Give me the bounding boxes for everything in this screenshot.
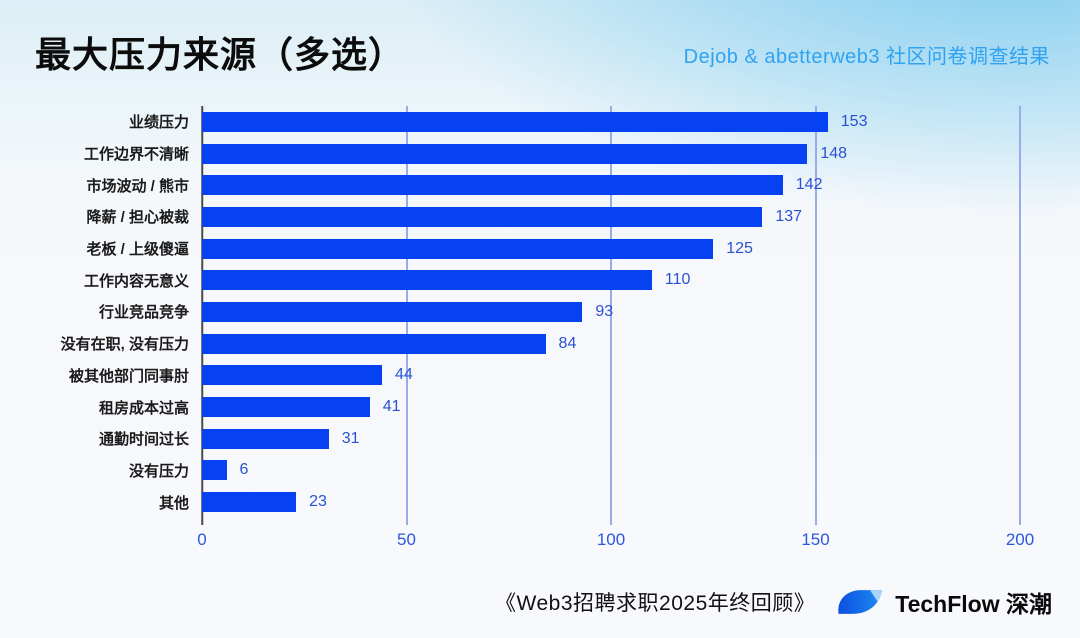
chart-row: 没有压力 6 bbox=[30, 455, 1020, 487]
value-label: 84 bbox=[558, 334, 577, 352]
bar bbox=[202, 428, 329, 449]
chart-row: 其他 23 bbox=[30, 486, 1020, 518]
value-label: 93 bbox=[595, 302, 614, 320]
x-tick-label: 200 bbox=[1005, 530, 1035, 549]
bar-track: 23 bbox=[202, 492, 1020, 513]
category-label: 老板 / 上级傻逼 bbox=[86, 241, 189, 259]
report-title: 《Web3招聘求职2025年终回顾》 bbox=[495, 592, 816, 615]
category-label: 工作内容无意义 bbox=[83, 272, 189, 290]
bar-track: 31 bbox=[202, 428, 1020, 449]
bar-track: 110 bbox=[202, 270, 1020, 291]
category-label: 市场波动 / 熊市 bbox=[86, 177, 189, 195]
bar-track: 137 bbox=[202, 206, 1020, 227]
value-label: 153 bbox=[840, 112, 868, 130]
chart-row: 降薪 / 担心被裁 137 bbox=[30, 201, 1020, 233]
x-tick-label: 0 bbox=[197, 530, 207, 549]
bar bbox=[202, 111, 828, 132]
pressure-sources-bar-chart: 业绩压力 153 工作边界不清晰 148 市场波动 / 熊市 142 降薪 / 担心被裁 13… bbox=[30, 106, 1021, 525]
bar-track: 84 bbox=[202, 333, 1020, 354]
value-label: 31 bbox=[341, 429, 360, 447]
value-label: 44 bbox=[394, 366, 413, 384]
techflow-leaf-logo-icon bbox=[838, 590, 883, 614]
bar bbox=[202, 206, 763, 227]
bar bbox=[202, 270, 652, 291]
value-label: 110 bbox=[664, 271, 691, 289]
bar bbox=[202, 301, 583, 322]
bar-track: 41 bbox=[202, 397, 1020, 418]
category-label: 通勤时间过长 bbox=[98, 431, 189, 449]
x-tick-label: 150 bbox=[801, 530, 830, 549]
gridline-150 bbox=[814, 106, 817, 525]
category-label: 没有在职, 没有压力 bbox=[60, 336, 189, 354]
chart-row: 业绩压力 153 bbox=[30, 106, 1020, 138]
value-label: 125 bbox=[726, 239, 753, 257]
category-label: 工作边界不清晰 bbox=[83, 146, 189, 164]
bar-track: 44 bbox=[202, 365, 1020, 386]
footer: 《Web3招聘求职2025年终回顾》 TechFlow 深潮 bbox=[495, 583, 1052, 621]
brand-name: TechFlow 深潮 bbox=[895, 591, 1052, 617]
bar bbox=[202, 333, 546, 354]
value-label: 142 bbox=[795, 176, 823, 194]
value-label: 23 bbox=[309, 493, 327, 511]
bar-track: 148 bbox=[202, 143, 1020, 164]
chart-row: 老板 / 上级傻逼 125 bbox=[30, 233, 1020, 265]
x-axis: 0 50 100 150 200 bbox=[197, 530, 1034, 554]
chart-row: 被其他部门同事肘 44 bbox=[30, 360, 1020, 392]
x-tick-label: 100 bbox=[596, 530, 626, 549]
chart-row: 行业竞品竞争 93 bbox=[30, 296, 1020, 328]
bar-track: 93 bbox=[202, 301, 1020, 322]
value-label: 137 bbox=[775, 207, 803, 225]
category-label: 行业竞品竞争 bbox=[98, 304, 189, 322]
category-label: 没有压力 bbox=[128, 462, 189, 480]
bar-track: 142 bbox=[202, 175, 1020, 196]
chart-row: 租房成本过高 41 bbox=[30, 391, 1020, 423]
bar-track: 153 bbox=[202, 111, 1020, 132]
bar-track: 125 bbox=[202, 238, 1020, 259]
category-label: 租房成本过高 bbox=[98, 399, 189, 417]
bar bbox=[202, 143, 808, 164]
chart-rows: 业绩压力 153 工作边界不清晰 148 市场波动 / 熊市 142 降薪 / 担心被裁 13… bbox=[30, 106, 1020, 518]
category-label: 降薪 / 担心被裁 bbox=[86, 209, 189, 227]
bar bbox=[202, 492, 297, 513]
chart-row: 工作边界不清晰 148 bbox=[30, 138, 1020, 170]
bar-track: 6 bbox=[202, 460, 1020, 481]
chart-row: 通勤时间过长 31 bbox=[30, 423, 1020, 455]
value-label: 148 bbox=[820, 144, 848, 162]
gridline-100 bbox=[610, 106, 612, 525]
bar bbox=[202, 238, 714, 259]
category-label: 被其他部门同事肘 bbox=[68, 367, 189, 385]
value-label: 41 bbox=[382, 398, 401, 416]
gridline-200 bbox=[1019, 106, 1021, 525]
bar bbox=[202, 460, 227, 481]
category-label: 业绩压力 bbox=[128, 114, 189, 132]
bar bbox=[202, 365, 382, 386]
chart-row: 工作内容无意义 110 bbox=[30, 264, 1020, 296]
value-label: 6 bbox=[239, 461, 249, 479]
bar bbox=[202, 397, 370, 418]
bar bbox=[202, 175, 783, 196]
chart-row: 没有在职, 没有压力 84 bbox=[30, 328, 1020, 360]
chart-row: 市场波动 / 熊市 142 bbox=[30, 169, 1020, 201]
survey-source-subtitle: Dejob & abetterweb3 社区问卷调查结果 bbox=[683, 46, 1050, 68]
page-title: 最大压力来源（多选） bbox=[35, 34, 406, 75]
x-tick-label: 50 bbox=[397, 530, 416, 549]
category-label: 其他 bbox=[158, 494, 189, 512]
